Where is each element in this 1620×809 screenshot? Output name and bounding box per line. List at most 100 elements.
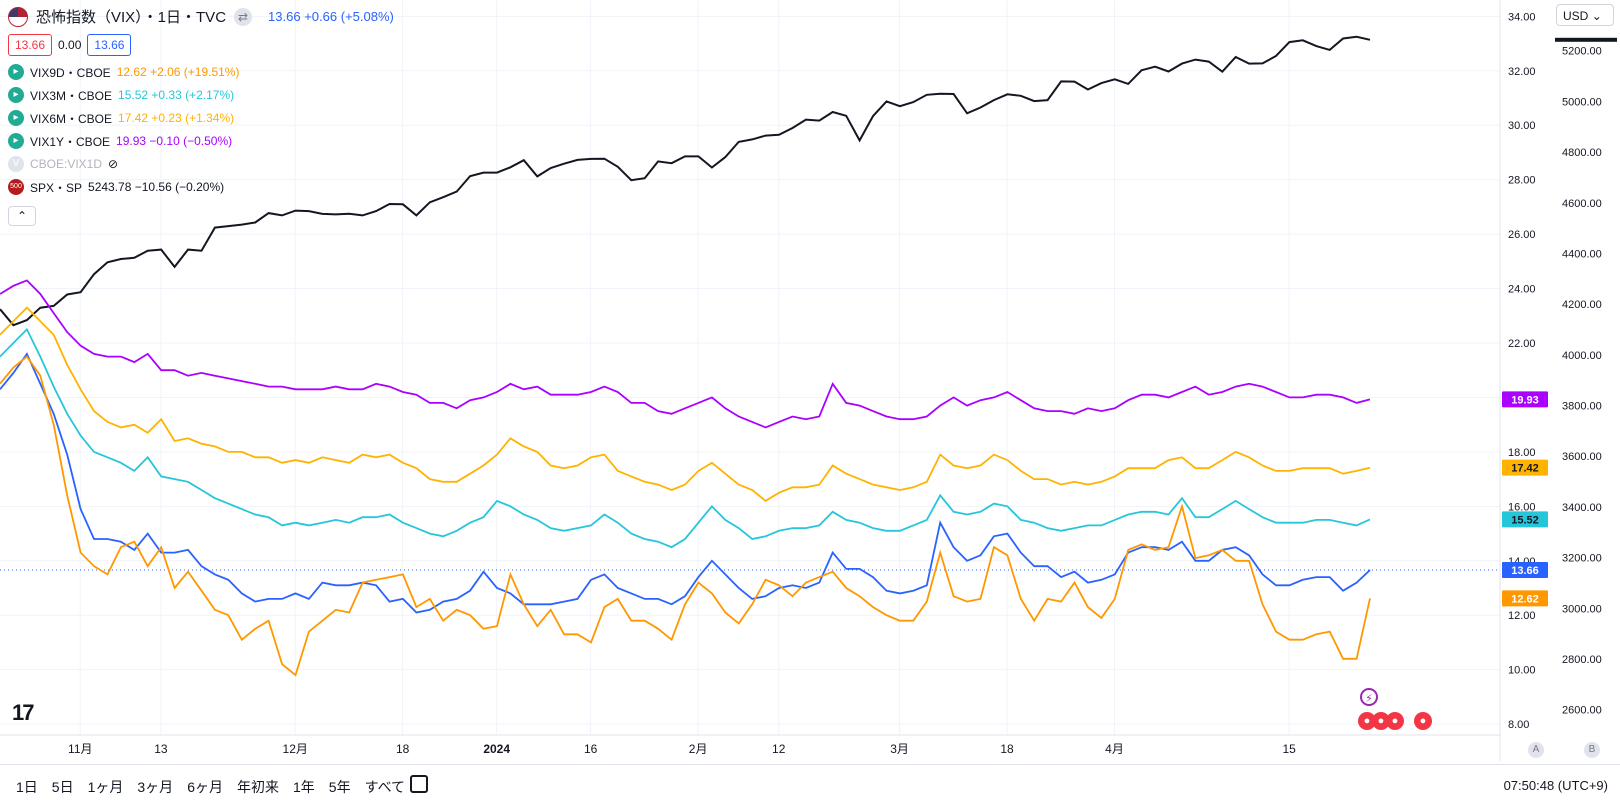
range-1m-button[interactable]: 1ヶ月 xyxy=(87,779,124,795)
legend-row[interactable]: ▸ VIX6M・CBOE 17.42 +0.23 (+1.34%) xyxy=(8,108,234,128)
check-icon[interactable]: ▸ xyxy=(8,110,24,126)
calendar-icon[interactable] xyxy=(410,775,428,793)
legend-row[interactable]: ▸ VIX1Y・CBOE 19.93 −0.10 (−0.50%) xyxy=(8,131,232,151)
us-event-icon[interactable]: ● xyxy=(1372,712,1390,730)
vix-tick-label: 8.00 xyxy=(1508,719,1529,731)
chart-canvas[interactable]: 8.0010.0012.0014.0016.0018.0020.0022.002… xyxy=(0,0,1620,764)
check-icon[interactable]: ▸ xyxy=(8,64,24,80)
spx-tick-label: 3400.00 xyxy=(1562,502,1602,514)
spx-tick-label: 3800.00 xyxy=(1562,401,1602,413)
price-label-bg xyxy=(1502,590,1548,607)
time-tick-label: 11月 xyxy=(68,742,92,756)
legend-symbol: CBOE:VIX1D xyxy=(30,157,103,171)
spx-tick-label: 3600.00 xyxy=(1562,451,1602,463)
spx-tick-label: 3200.00 xyxy=(1562,553,1602,565)
symbol-switch-icon[interactable]: ⇄ xyxy=(234,7,253,26)
us-event-icon[interactable]: ● xyxy=(1414,712,1432,730)
series-line-vix6m[interactable] xyxy=(0,306,1371,503)
sell-price-button[interactable]: 13.66 xyxy=(8,34,53,56)
series-line-vix9d[interactable] xyxy=(0,355,1371,677)
price-label: 12.62 xyxy=(1511,593,1539,605)
collapse-legend-button[interactable]: ⌃ xyxy=(8,206,36,226)
change-value: +0.66 xyxy=(304,9,338,24)
spx-tick-label: 4400.00 xyxy=(1562,248,1602,260)
time-tick-label: 2月 xyxy=(689,742,708,756)
bid-ask-row: 13.66 0.00 13.66 xyxy=(8,34,132,56)
price-label: 13.66 xyxy=(1511,565,1539,577)
time-tick-label: 16 xyxy=(584,742,598,756)
range-5d-button[interactable]: 5日 xyxy=(51,779,74,795)
check-icon[interactable]: ▸ xyxy=(8,87,24,103)
spx-tick-label: 4200.00 xyxy=(1562,299,1602,311)
legend-value: 12.62 +2.06 (+19.51%) xyxy=(116,65,240,79)
spread-value: 0.00 xyxy=(58,38,82,52)
vix-tick-label: 12.00 xyxy=(1508,610,1536,622)
series-line-vix[interactable] xyxy=(0,352,1371,614)
vix-tick-label: 16.00 xyxy=(1508,501,1536,513)
price-label: 15.52 xyxy=(1511,514,1539,526)
tradingview-logo[interactable]: 17 xyxy=(12,700,35,725)
spx-500-icon[interactable]: 500 xyxy=(8,179,24,195)
vix-tick-label: 30.00 xyxy=(1508,120,1536,132)
series-line-vix1y[interactable] xyxy=(0,279,1371,429)
price-label-bg xyxy=(1502,511,1548,528)
legend-row[interactable]: ▸ VIX9D・CBOE 12.62 +2.06 (+19.51%) xyxy=(8,62,239,82)
series-line-vix3m[interactable] xyxy=(0,327,1371,549)
price-label: 17.42 xyxy=(1511,463,1539,475)
spx-tick-label: 4600.00 xyxy=(1562,198,1602,210)
time-tick-label: 18 xyxy=(1000,742,1014,756)
legend-value: 15.52 +0.33 (+2.17%) xyxy=(118,88,235,102)
change-percent: (+5.08%) xyxy=(340,9,394,24)
log-scale-button[interactable]: B xyxy=(1584,742,1600,758)
range-5y-button[interactable]: 5年 xyxy=(328,779,351,795)
header-last-change: 13.66 +0.66 (+5.08%) xyxy=(268,9,394,24)
range-buttons: 1日 5日 1ヶ月 3ヶ月 6ヶ月 年初来 1年 5年 すべて xyxy=(16,777,405,797)
us-event-icon[interactable]: ● xyxy=(1386,712,1404,730)
spx-tick-label: 2800.00 xyxy=(1562,654,1602,666)
hidden-eye-icon[interactable]: ⊘ xyxy=(108,157,119,171)
currency-label: USD xyxy=(1563,9,1589,23)
time-tick-label: 12月 xyxy=(283,742,308,756)
vix-tick-label: 10.00 xyxy=(1508,665,1536,677)
range-3m-button[interactable]: 3ヶ月 xyxy=(137,779,174,795)
plot-area[interactable] xyxy=(0,0,1500,735)
vix-tick-label: 22.00 xyxy=(1508,338,1536,350)
clock[interactable]: 07:50:48 (UTC+9) xyxy=(1503,778,1608,793)
bottom-toolbar: 1日 5日 1ヶ月 3ヶ月 6ヶ月 年初来 1年 5年 すべて 07:50:48… xyxy=(0,764,1620,809)
series-line-spx[interactable] xyxy=(0,35,1371,327)
chart-header: 恐怖指数（VIX）・1日・TVC ⇄ 13.66 +0.66 (+5.08%) xyxy=(8,6,394,27)
buy-price-button[interactable]: 13.66 xyxy=(87,34,132,56)
auto-scale-button[interactable]: A xyxy=(1528,742,1544,758)
vix-tick-label: 32.00 xyxy=(1508,66,1536,78)
spx-tick-label: 4800.00 xyxy=(1562,147,1602,159)
legend-symbol: VIX1Y・CBOE xyxy=(30,134,111,149)
chevron-down-icon: ⌄ xyxy=(1591,9,1602,23)
legend-row[interactable]: 500 SPX・SP 5243.78 −10.56 (−0.20%) xyxy=(8,177,224,197)
range-1d-button[interactable]: 1日 xyxy=(16,779,38,795)
range-1y-button[interactable]: 1年 xyxy=(292,779,315,795)
spx-tick-label: 3000.00 xyxy=(1562,603,1602,615)
price-label: 19.93 xyxy=(1511,394,1539,406)
time-tick-label: 15 xyxy=(1282,742,1296,756)
eye-hidden-icon[interactable]: V xyxy=(8,156,24,172)
legend-value: 5243.78 −10.56 (−0.20%) xyxy=(88,180,225,194)
legend-symbol: VIX9D・CBOE xyxy=(30,65,111,80)
check-icon[interactable]: ▸ xyxy=(8,133,24,149)
legend-row[interactable]: V CBOE:VIX1D ⊘ xyxy=(8,154,118,174)
time-tick-label: 4月 xyxy=(1105,742,1124,756)
legend-symbol: SPX・SP xyxy=(30,180,83,195)
range-6m-button[interactable]: 6ヶ月 xyxy=(187,779,223,795)
range-all-button[interactable]: すべて xyxy=(364,779,406,795)
price-label-bg xyxy=(1502,562,1548,579)
currency-select[interactable]: USD ⌄ xyxy=(1556,4,1614,26)
legend-symbol: VIX3M・CBOE xyxy=(30,88,113,103)
legend-row[interactable]: ▸ VIX3M・CBOE 15.52 +0.33 (+2.17%) xyxy=(8,85,234,105)
lightning-event-icon[interactable]: ⚡ xyxy=(1360,688,1378,706)
last-price: 13.66 xyxy=(268,9,301,24)
range-ytd-button[interactable]: 年初来 xyxy=(236,779,279,795)
chart-title[interactable]: 恐怖指数（VIX）・1日・TVC xyxy=(36,9,227,26)
legend-value: 19.93 −0.10 (−0.50%) xyxy=(116,134,233,148)
us-event-icon[interactable]: ● xyxy=(1358,712,1376,730)
time-tick-label: 12 xyxy=(772,742,786,756)
spx-tick-label: 5200.00 xyxy=(1562,46,1602,58)
